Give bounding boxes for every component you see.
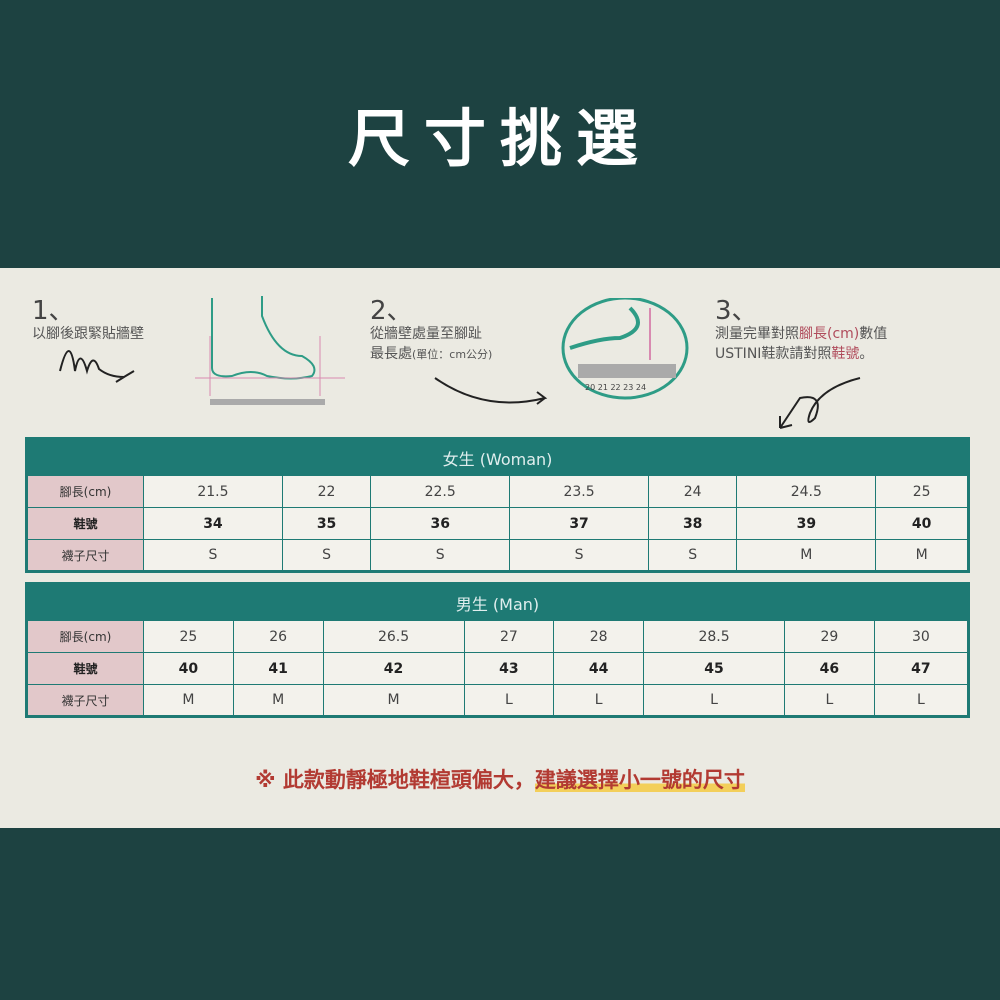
women-table-header: 女生 (Woman) — [26, 438, 969, 476]
size-cell: S — [281, 539, 372, 572]
size-cell: M — [322, 684, 465, 717]
size-cell: M — [736, 539, 877, 572]
step-unit: (單位：cm公分) — [412, 348, 493, 361]
size-cell: 26 — [232, 620, 324, 653]
size-cell: 25 — [875, 475, 969, 508]
step-highlight: 鞋號 — [831, 346, 860, 362]
size-cell: 43 — [463, 652, 555, 685]
size-cell: L — [784, 684, 875, 717]
size-cell: 27 — [463, 620, 555, 653]
size-cell: S — [647, 539, 738, 572]
size-cell: 47 — [873, 652, 970, 685]
ruler-labels: 20 21 22 23 24 — [585, 383, 646, 392]
size-cell: 41 — [232, 652, 324, 685]
step-text: 。 — [859, 346, 874, 362]
size-cell: 38 — [647, 507, 738, 540]
row-label-shoe-size: 鞋號 — [26, 507, 144, 540]
men-table-header: 男生 (Man) — [26, 583, 969, 621]
step-number: 2、 — [370, 296, 413, 326]
size-cell: 26.5 — [322, 620, 465, 653]
row-label-shoe-size: 鞋號 — [26, 652, 144, 685]
size-cell: 25 — [143, 620, 234, 653]
size-cell: L — [553, 684, 645, 717]
size-cell: M — [143, 684, 234, 717]
step-text: 數值 — [859, 326, 888, 342]
note-highlight: 建議選擇小一號的尺寸 — [534, 768, 745, 792]
size-cell: 22.5 — [370, 475, 511, 508]
size-cell: 28.5 — [643, 620, 786, 653]
size-note: ※ 此款動靜極地鞋楦頭偏大，建議選擇小一號的尺寸 — [0, 764, 1000, 794]
size-cell: 37 — [509, 507, 649, 540]
foot-against-wall-illustration — [59, 296, 345, 405]
step-2: 2、 從牆壁處量至腳趾 最長處(單位：cm公分) — [370, 298, 492, 365]
arrow-down-icon — [779, 377, 861, 429]
step-text: 最長處 — [370, 346, 412, 362]
measure-illustration: 20 21 22 23 24 — [434, 298, 689, 405]
size-cell: S — [370, 539, 511, 572]
size-cell: 36 — [370, 507, 511, 540]
step-highlight: 腳長(cm) — [799, 326, 860, 342]
step-text: 測量完畢對照 — [715, 326, 799, 342]
size-cell: 21.5 — [143, 475, 283, 508]
size-cell: L — [643, 684, 786, 717]
size-cell: M — [875, 539, 969, 572]
men-size-table: 男生 (Man) 腳長(cm) 25 26 26.5 27 28 28.5 29 30 鞋號 40… — [25, 582, 970, 718]
step-number: 1、 — [32, 296, 75, 326]
page-title: 尺寸挑選 — [347, 102, 652, 175]
row-label-foot-length: 腳長(cm) — [26, 475, 144, 508]
step-text: 從牆壁處量至腳趾 — [370, 326, 482, 342]
step-1: 1、 以腳後跟緊貼牆壁 — [32, 298, 144, 344]
size-cell: 30 — [873, 620, 970, 653]
note-text: ※ 此款動靜極地鞋楦頭偏大， — [255, 768, 535, 792]
size-cell: 42 — [322, 652, 465, 685]
step-number: 3、 — [715, 296, 758, 326]
size-cell: 45 — [643, 652, 786, 685]
row-label-sock-size: 襪子尺寸 — [26, 684, 144, 717]
size-cell: S — [509, 539, 649, 572]
size-cell: 34 — [143, 507, 283, 540]
size-cell: 22 — [281, 475, 372, 508]
size-cell: 24 — [647, 475, 738, 508]
size-cell: L — [873, 684, 970, 717]
size-cell: 44 — [553, 652, 645, 685]
size-cell: 24.5 — [736, 475, 877, 508]
size-cell: L — [463, 684, 555, 717]
size-cell: 39 — [736, 507, 877, 540]
size-cell: M — [232, 684, 324, 717]
size-cell: 29 — [784, 620, 875, 653]
size-cell: S — [143, 539, 283, 572]
step-3: 3、 測量完畢對照腳長(cm)數值 USTINI鞋款請對照鞋號。 — [715, 298, 887, 364]
size-cell: 35 — [281, 507, 372, 540]
row-label-foot-length: 腳長(cm) — [26, 620, 144, 653]
size-cell: 23.5 — [509, 475, 649, 508]
row-label-sock-size: 襪子尺寸 — [26, 539, 144, 572]
step-text: 以腳後跟緊貼牆壁 — [32, 326, 144, 342]
size-cell: 28 — [553, 620, 645, 653]
step-text: USTINI鞋款請對照 — [715, 346, 832, 362]
size-cell: 46 — [784, 652, 875, 685]
size-cell: 40 — [875, 507, 969, 540]
size-cell: 40 — [143, 652, 234, 685]
women-size-table: 女生 (Woman) 腳長(cm) 21.5 22 22.5 23.5 24 24.5 25 … — [25, 437, 970, 573]
